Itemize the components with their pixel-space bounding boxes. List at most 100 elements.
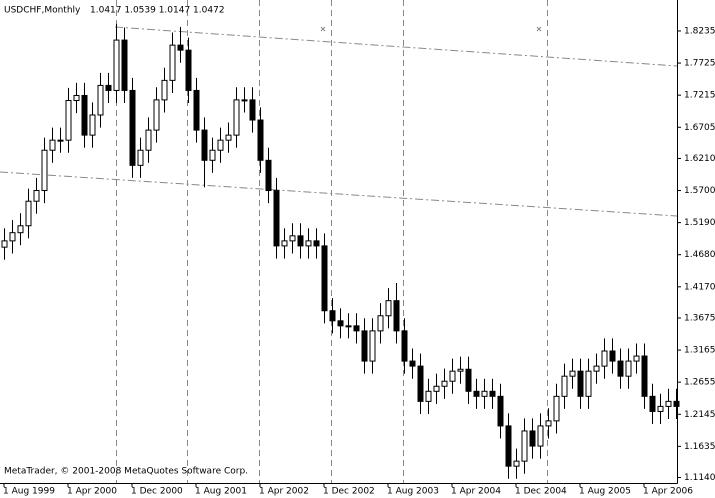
y-tick-label: 1.3165 [684, 346, 715, 356]
marker [536, 26, 542, 32]
x-tick-label: 1 Dec 2004 [515, 487, 567, 497]
y-tick-label: 1.1635 [684, 442, 715, 452]
candle-body [657, 405, 664, 412]
candle-body [641, 355, 648, 397]
candle-body [425, 390, 432, 402]
candle-body [609, 350, 616, 362]
candle-body [617, 360, 624, 377]
candle-body [97, 84, 104, 116]
y-tick-label: 1.4680 [684, 250, 715, 260]
candle-body [441, 380, 448, 387]
candle-body [433, 385, 440, 392]
y-tick-label: 1.2655 [684, 378, 715, 388]
candle-body [561, 375, 568, 397]
candle-body [65, 100, 72, 141]
candle-body [145, 129, 152, 151]
candle-body [321, 245, 328, 312]
x-tick-label: 1 Apr 2002 [259, 487, 309, 497]
x-tick-label: 1 Apr 2006 [643, 487, 693, 497]
candle-body [337, 320, 344, 327]
candle-body [241, 99, 248, 102]
candle-body [393, 300, 400, 332]
candle-body [25, 200, 32, 227]
x-tick-label: 1 Dec 2000 [131, 487, 183, 497]
ohlc-readout: 1.0417 1.0539 1.0147 1.0472 [90, 6, 225, 16]
candle-body [401, 330, 408, 362]
candle-body [545, 420, 552, 427]
candle-body [553, 395, 560, 422]
x-tick-label: 1 Apr 2000 [67, 487, 117, 497]
y-tick-label: 1.3675 [684, 313, 715, 323]
candle-body [41, 149, 48, 192]
candle-body [313, 240, 320, 247]
candle-body [361, 330, 368, 362]
candle-body [537, 425, 544, 447]
candle-body [529, 430, 536, 447]
candle-body [585, 370, 592, 397]
candle-body [137, 149, 144, 166]
candle-body [169, 44, 176, 81]
candle-body [273, 190, 280, 247]
y-tick-label: 1.6705 [684, 123, 715, 133]
candle-body [265, 159, 272, 192]
marker [320, 26, 326, 32]
candle-body [113, 39, 120, 91]
y-tick-label: 1.1140 [684, 473, 715, 483]
candle-body [353, 325, 360, 332]
candle-body [289, 235, 296, 242]
candle-body [457, 368, 464, 372]
candle-body [569, 370, 576, 377]
x-tick-label: 1 Aug 2005 [579, 487, 631, 497]
candle-body [409, 360, 416, 367]
candle-body [249, 99, 256, 121]
candle-body [297, 235, 304, 247]
y-tick-label: 1.6210 [684, 154, 715, 164]
candle-body [33, 190, 40, 202]
candle-body [217, 139, 224, 151]
candle-body [193, 89, 200, 131]
candle-body [369, 330, 376, 362]
candle-body [665, 400, 672, 407]
candle-body [465, 368, 472, 392]
candle-body [521, 430, 528, 462]
y-tick-label: 1.5190 [684, 218, 715, 228]
candle-body [385, 300, 392, 317]
x-tick-label: 1 Aug 1999 [3, 487, 55, 497]
candle-body [513, 460, 520, 467]
candle-body [121, 39, 128, 91]
candle-body [497, 395, 504, 427]
candle-body [233, 99, 240, 136]
candle-body [673, 400, 680, 407]
candle-body [129, 89, 136, 166]
x-tick-label: 1 Aug 2003 [387, 487, 439, 497]
candle-body [17, 225, 24, 234]
candle-body [329, 310, 336, 322]
y-tick-label: 1.7215 [684, 91, 715, 101]
candle-body [577, 370, 584, 397]
candle-body [505, 425, 512, 467]
candle-body [73, 94, 80, 102]
candle-body [153, 99, 160, 131]
candle-body [209, 149, 216, 161]
candle-body [105, 84, 112, 91]
candle-body [81, 94, 88, 136]
candle-body [177, 44, 184, 51]
y-tick-label: 1.7725 [684, 59, 715, 69]
candle-body [225, 134, 232, 141]
candle-body [633, 355, 640, 362]
candle-body [489, 390, 496, 397]
candle-body [49, 139, 56, 151]
x-tick-label: 1 Apr 2004 [451, 487, 501, 497]
trend-lines [0, 26, 678, 217]
candle-body [185, 49, 192, 91]
candle-body [649, 395, 656, 412]
y-tick-label: 1.2145 [684, 410, 715, 420]
candle-body [257, 119, 264, 161]
y-tick-label: 1.4170 [684, 282, 715, 292]
candle-body [449, 370, 456, 382]
x-tick-label: 1 Aug 2001 [195, 487, 247, 497]
candle-body [481, 390, 488, 397]
y-tick-label: 1.5700 [684, 186, 715, 196]
chart-title: USDCHF,Monthly [4, 6, 81, 16]
